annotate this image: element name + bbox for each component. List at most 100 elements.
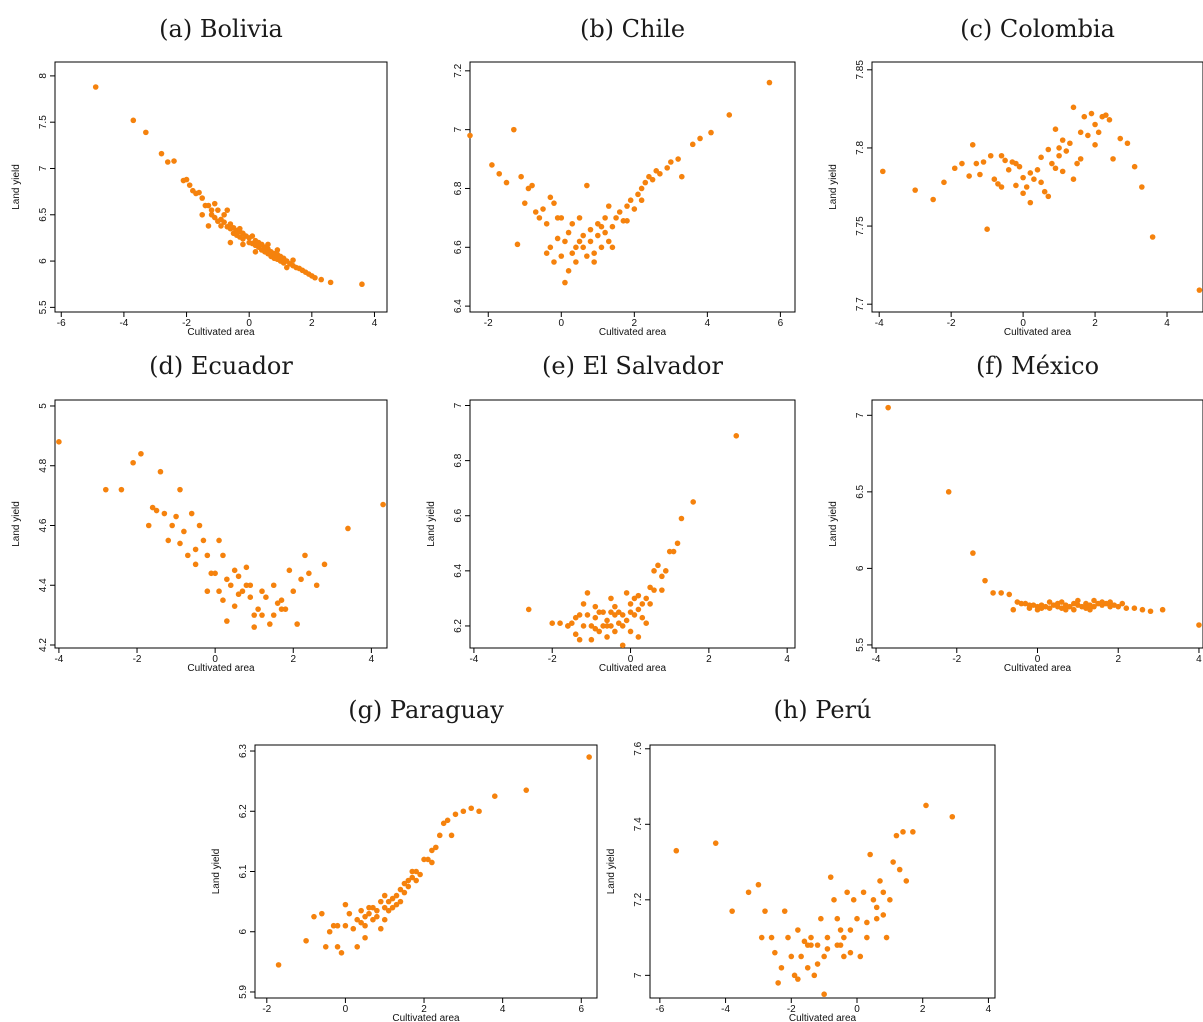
data-point xyxy=(580,601,587,607)
data-point xyxy=(56,439,62,445)
data-point xyxy=(755,881,762,888)
data-point xyxy=(208,207,215,213)
data-point xyxy=(998,590,1004,596)
data-point xyxy=(587,226,594,233)
data-point xyxy=(591,259,597,265)
data-point xyxy=(977,171,983,178)
data-point xyxy=(489,162,495,168)
data-point xyxy=(1027,170,1034,176)
data-point xyxy=(941,179,947,186)
data-point xyxy=(1159,606,1166,613)
data-point xyxy=(278,606,285,612)
data-point xyxy=(565,268,572,274)
data-point xyxy=(643,595,650,602)
data-point xyxy=(712,840,719,846)
data-point xyxy=(370,904,376,911)
x-tick-label: -6 xyxy=(655,1004,664,1015)
data-point xyxy=(342,922,349,929)
data-point xyxy=(565,229,572,236)
data-point xyxy=(557,620,563,626)
data-point xyxy=(491,793,498,800)
data-point xyxy=(592,625,599,632)
data-point xyxy=(584,590,591,596)
x-axis-label: Cultivated area xyxy=(187,663,255,674)
data-point xyxy=(224,618,230,624)
x-tick-label: 2 xyxy=(290,654,296,665)
x-tick-label: -2 xyxy=(787,1004,796,1015)
data-point xyxy=(130,117,137,124)
data-point xyxy=(440,820,447,827)
data-point xyxy=(576,238,583,245)
data-point xyxy=(778,964,785,971)
data-point xyxy=(1103,112,1109,118)
scatter-panel-7: (h) Perú -6 -4 -2 0 2 4 7 7.2 7.4 7.6 Cultivated ar… xyxy=(606,696,996,1022)
data-point xyxy=(990,590,996,596)
data-point xyxy=(393,901,400,908)
x-tick-label: 2 xyxy=(632,318,638,329)
x-tick-label: 4 xyxy=(705,318,711,329)
data-point xyxy=(397,898,404,905)
data-point xyxy=(970,550,976,556)
data-point xyxy=(870,897,877,903)
x-axis-label: Cultivated area xyxy=(789,1013,857,1022)
data-point xyxy=(1147,608,1154,615)
y-tick-label: 7 xyxy=(855,412,866,418)
data-point xyxy=(609,223,616,230)
data-point xyxy=(623,590,630,596)
data-point xyxy=(514,241,521,248)
data-point xyxy=(624,203,630,209)
data-point xyxy=(1106,117,1113,123)
data-point xyxy=(358,907,364,914)
y-tick-label: 6.5 xyxy=(38,207,49,221)
panel-title: (f) México xyxy=(976,352,1099,380)
data-point xyxy=(1002,157,1008,164)
data-point xyxy=(143,129,149,136)
y-tick-label: 6.6 xyxy=(453,240,464,254)
data-point xyxy=(609,244,616,251)
data-point xyxy=(638,185,645,192)
x-tick-label: 4 xyxy=(986,1004,992,1015)
data-point xyxy=(1196,287,1203,293)
y-tick-label: 6 xyxy=(855,565,866,571)
data-point xyxy=(460,808,467,815)
y-tick-label: 7 xyxy=(38,165,49,171)
data-point xyxy=(604,634,610,640)
data-point xyxy=(227,239,234,246)
data-point xyxy=(211,214,218,221)
y-tick-label: 7 xyxy=(633,972,644,978)
data-point xyxy=(969,142,976,148)
data-point xyxy=(1081,113,1088,120)
data-point xyxy=(247,582,254,589)
data-point xyxy=(987,152,994,159)
panel-title: (d) Ecuador xyxy=(149,352,293,380)
data-point xyxy=(612,612,618,618)
y-axis-label: Land yield xyxy=(11,164,22,210)
data-point xyxy=(580,244,587,251)
data-point xyxy=(243,582,250,589)
data-point xyxy=(275,962,282,968)
data-point xyxy=(959,160,965,167)
data-point xyxy=(945,489,952,495)
data-point xyxy=(385,898,392,905)
data-point xyxy=(880,912,887,918)
x-tick-label: -4 xyxy=(119,318,128,329)
data-point xyxy=(1041,188,1048,195)
data-point xyxy=(247,594,254,601)
x-tick-label: -2 xyxy=(484,318,493,329)
data-point xyxy=(274,600,281,606)
data-point xyxy=(584,612,591,618)
data-point xyxy=(847,949,854,956)
data-point xyxy=(1139,184,1145,190)
data-point xyxy=(766,79,773,86)
y-tick-label: 7.5 xyxy=(38,115,49,129)
data-point xyxy=(592,603,599,610)
data-point xyxy=(808,934,814,941)
data-point xyxy=(662,568,669,574)
data-point xyxy=(354,943,361,950)
data-point xyxy=(697,135,703,142)
y-tick-label: 4.4 xyxy=(38,578,49,592)
data-point xyxy=(374,913,380,920)
y-axis-label: Land yield xyxy=(606,849,617,895)
data-point xyxy=(980,159,987,165)
data-point xyxy=(1031,176,1037,182)
